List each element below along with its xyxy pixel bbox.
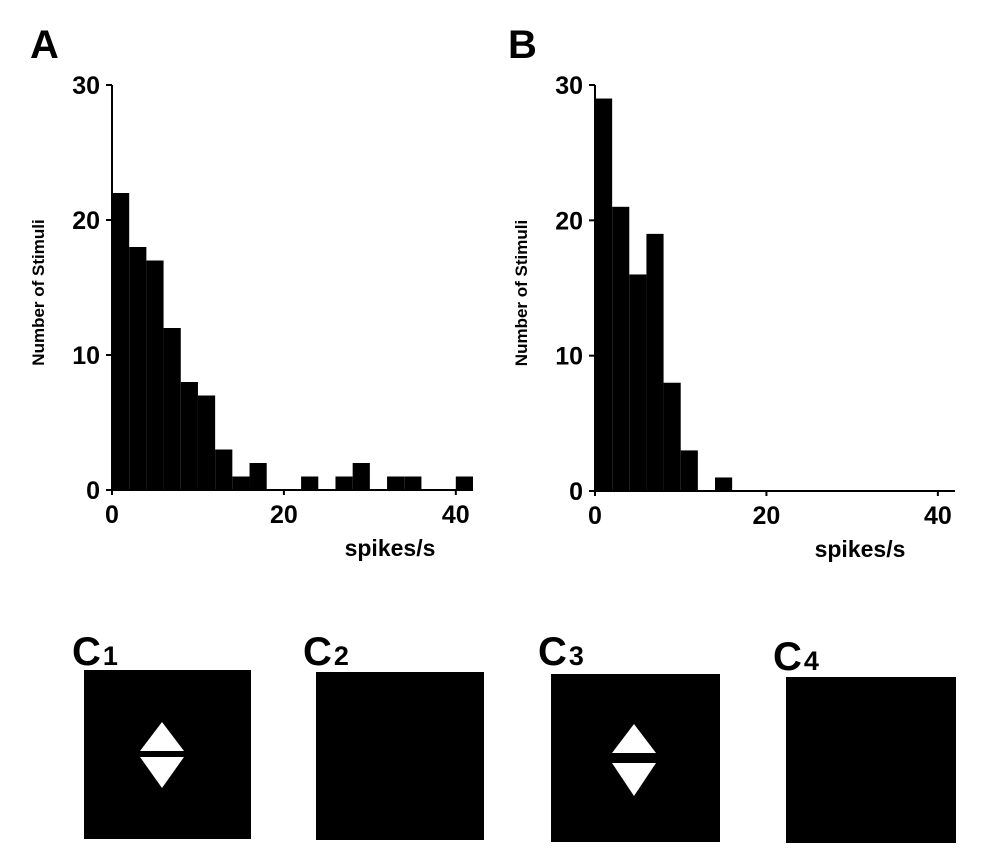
panel-a-bar-13 bbox=[335, 476, 353, 490]
panel-b-bar-2 bbox=[629, 274, 647, 491]
panel-b-y-tick-label-2: 20 bbox=[555, 207, 583, 235]
histogram-a: 0 10 20 30 0 20 40 Number of Stimuli spikes/s bbox=[29, 72, 473, 561]
panel-b-bar-4 bbox=[663, 382, 681, 491]
panel-a-bar-4 bbox=[180, 382, 198, 490]
panel-a-bar-3 bbox=[163, 328, 181, 490]
stimulus-c1-image bbox=[84, 670, 251, 839]
panel-a-bar-0 bbox=[112, 193, 130, 490]
panel-a-label: A bbox=[30, 23, 59, 67]
panel-b-y-tick-label-3: 30 bbox=[555, 72, 583, 100]
panel-a-bar-7 bbox=[232, 476, 250, 490]
panel-a-x-tick-label-0: 0 bbox=[105, 501, 119, 529]
panel-b-y-axis-title: Number of Stimuli bbox=[512, 220, 531, 366]
stimulus-c3-image bbox=[551, 674, 720, 842]
panel-b-y-tick-label-0: 0 bbox=[569, 478, 583, 506]
panel-a-bar-17 bbox=[404, 476, 422, 490]
stimulus-c3-label: C3 bbox=[538, 630, 584, 674]
panel-a-bar-11 bbox=[301, 476, 319, 490]
panel-a-bar-20 bbox=[455, 476, 473, 490]
stimulus-c4-image bbox=[786, 677, 956, 843]
panel-a-y-tick-label-2: 20 bbox=[72, 207, 100, 235]
double-diamond-overlap-shape bbox=[612, 724, 656, 796]
panel-b-x-tick-label-2: 40 bbox=[924, 502, 952, 530]
panel-a-y-tick-label-3: 30 bbox=[72, 72, 100, 100]
panel-b-x-axis-title: spikes/s bbox=[815, 536, 906, 562]
stimulus-c2-image bbox=[316, 672, 484, 840]
panel-b-y-tick-label-1: 10 bbox=[555, 343, 583, 371]
panel-a-x-tick-label-2: 40 bbox=[442, 501, 470, 529]
panel-a-bar-6 bbox=[215, 449, 233, 490]
panel-a-y-axis-title: Number of Stimuli bbox=[29, 219, 48, 365]
panel-a-bar-1 bbox=[129, 247, 147, 490]
panel-a-bar-5 bbox=[197, 395, 216, 490]
panel-a-bar-2 bbox=[146, 260, 164, 490]
panel-a-bar-16 bbox=[387, 476, 405, 490]
panel-b-x-tick-label-1: 20 bbox=[753, 502, 781, 530]
stimulus-c4-label: C4 bbox=[773, 635, 819, 679]
stimulus-c1-label: C1 bbox=[72, 630, 118, 674]
panel-a-bar-14 bbox=[352, 463, 370, 490]
stimulus-c2: C2 bbox=[303, 630, 484, 840]
histogram-b: 0 10 20 30 0 20 40 Number of Stimuli spikes/s bbox=[512, 72, 955, 562]
panel-a-x-axis-title: spikes/s bbox=[345, 535, 436, 561]
panel-b-bar-7 bbox=[715, 477, 733, 491]
stimulus-c1: C1 bbox=[72, 630, 251, 839]
panel-b-x-tick-label-0: 0 bbox=[588, 502, 602, 530]
panel-a-x-tick-label-1: 20 bbox=[270, 501, 298, 529]
panel-a-y-tick-label-1: 10 bbox=[72, 342, 100, 370]
panel-a-y-tick-label-0: 0 bbox=[86, 477, 100, 505]
panel-b-bar-1 bbox=[612, 206, 630, 492]
stimulus-c2-label: C2 bbox=[303, 630, 349, 674]
stimulus-c4: C4 bbox=[773, 635, 956, 843]
panel-b-bar-5 bbox=[680, 450, 698, 491]
panel-a-bar-8 bbox=[249, 463, 267, 490]
panel-b-bar-3 bbox=[646, 233, 664, 491]
double-diamond-gap-shape bbox=[140, 722, 184, 788]
panel-b-bar-0 bbox=[595, 98, 613, 492]
stimulus-c3: C3 bbox=[538, 630, 720, 842]
panel-b-label: B bbox=[508, 23, 537, 67]
